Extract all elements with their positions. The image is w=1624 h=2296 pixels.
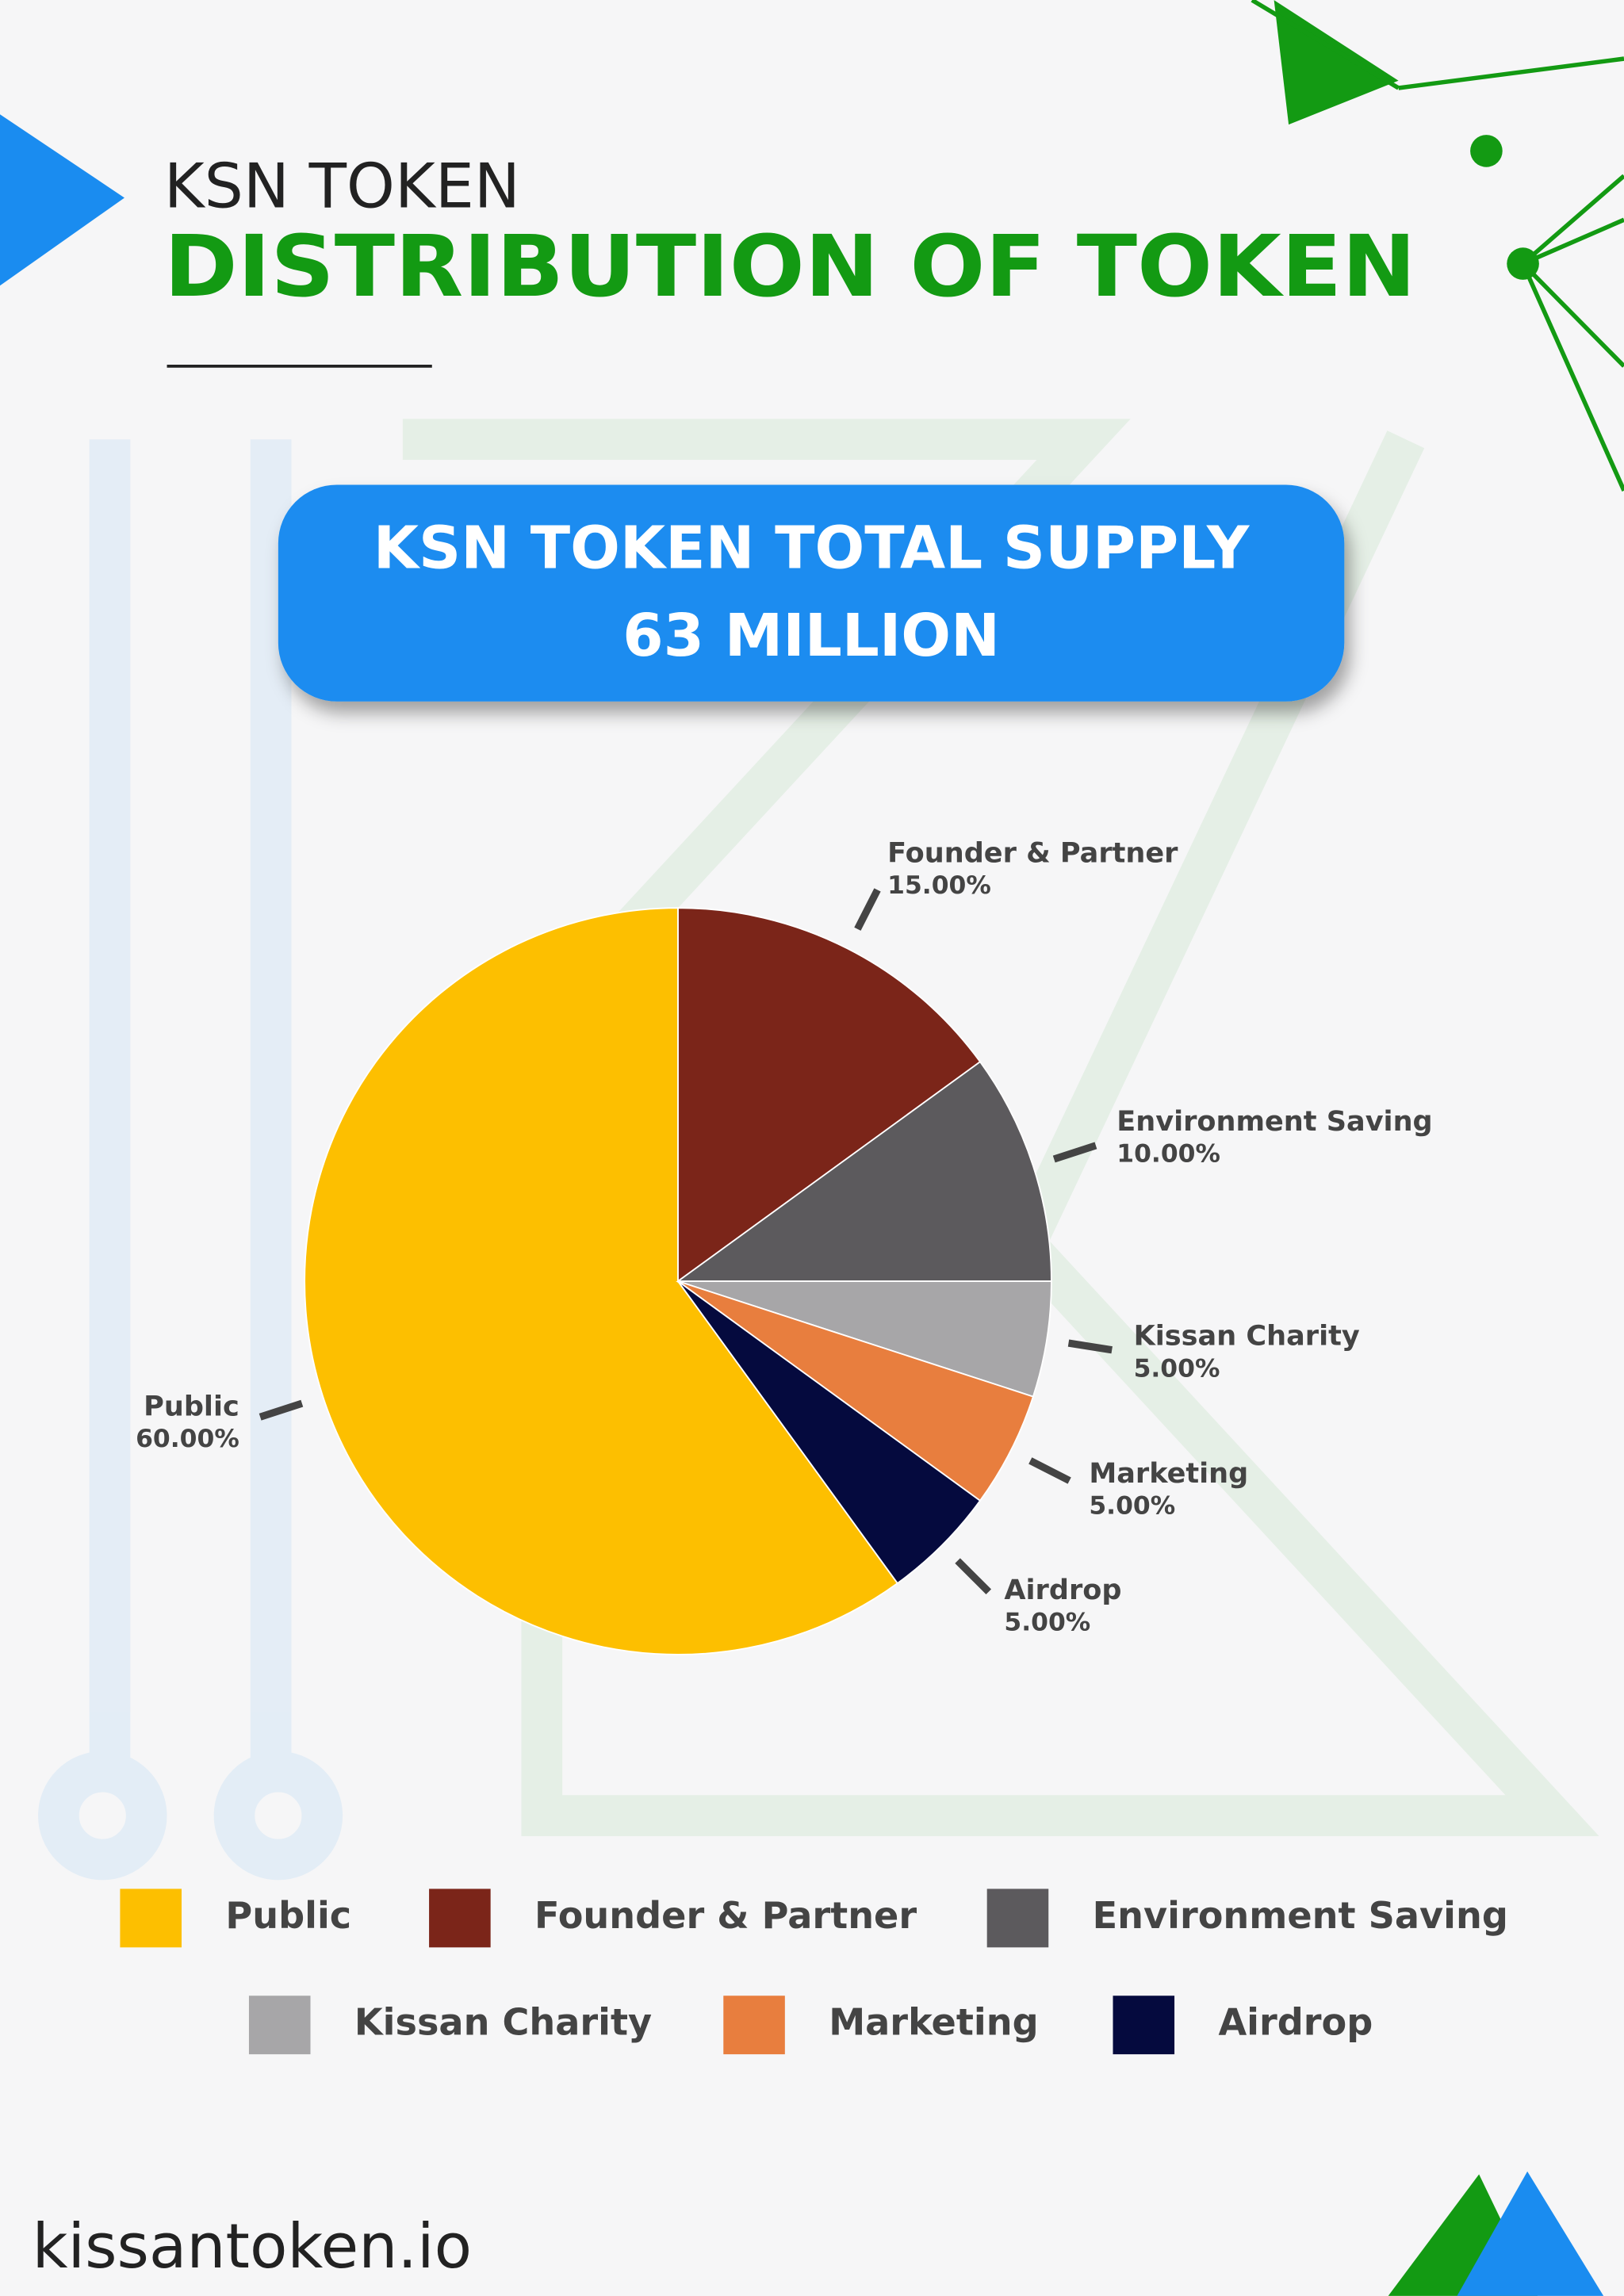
slice-value: 60.00% [136, 1425, 239, 1453]
kicker: KSN TOKEN [164, 151, 520, 223]
slice-value: 15.00% [887, 871, 991, 900]
pie-slice [677, 907, 982, 1283]
pie-slice [676, 1060, 1052, 1282]
supply-amount: 63 MILLION [622, 602, 1000, 670]
dot-decoration [1507, 247, 1539, 280]
pie-slice [677, 1280, 982, 1585]
legend-label: Founder & Partner [534, 1894, 917, 1937]
supply-box [278, 484, 1345, 702]
dot-decoration [1470, 135, 1503, 167]
callout-line [259, 1399, 304, 1421]
callout-line [1067, 1339, 1113, 1354]
callout-line [854, 888, 881, 931]
slice-label: Public [144, 1390, 239, 1422]
pie-slice [304, 907, 899, 1655]
slice-label: Environment Saving [1116, 1105, 1432, 1138]
legend-swatch [120, 1888, 182, 1948]
callout-line [1028, 1457, 1071, 1484]
legend-label: Marketing [829, 2001, 1038, 2044]
triangle-decoration [0, 114, 124, 286]
slice-label: Marketing [1089, 1457, 1248, 1490]
footer-url: kissantoken.io [33, 2211, 472, 2283]
slice-value: 5.00% [1134, 1354, 1220, 1383]
legend-swatch [248, 1996, 311, 2055]
legend: Public Founder & Partner Environment Savin… [120, 1888, 1508, 2055]
pie-slice [677, 1280, 1035, 1502]
legend-label: Public [225, 1894, 351, 1937]
callout-line [955, 1558, 992, 1595]
legend-label: Environment Saving [1093, 1894, 1508, 1937]
slice-label: Airdrop [1004, 1574, 1121, 1606]
slice-value: 10.00% [1116, 1140, 1220, 1169]
legend-label: Airdrop [1218, 2001, 1373, 2044]
slice-label: Kissan Charity [1134, 1320, 1360, 1353]
slice-value: 5.00% [1089, 1491, 1175, 1520]
slice-label: Founder & Partner [887, 836, 1178, 869]
triangle-decoration [1457, 2171, 1604, 2296]
line-decoration [1251, 0, 1624, 492]
pie-slice [677, 1280, 1052, 1398]
legend-label: Kissan Charity [354, 2001, 652, 2044]
supply-line: KSN TOKEN TOTAL SUPPLY [373, 514, 1251, 582]
legend-swatch [723, 1996, 785, 2055]
legend-swatch [986, 1888, 1049, 1948]
legend-swatch [1113, 1996, 1175, 2055]
slice-value: 5.00% [1004, 1609, 1090, 1637]
callout-line [1052, 1142, 1097, 1163]
legend-swatch [429, 1888, 491, 1948]
title: DISTRIBUTION OF TOKEN [164, 218, 1416, 316]
